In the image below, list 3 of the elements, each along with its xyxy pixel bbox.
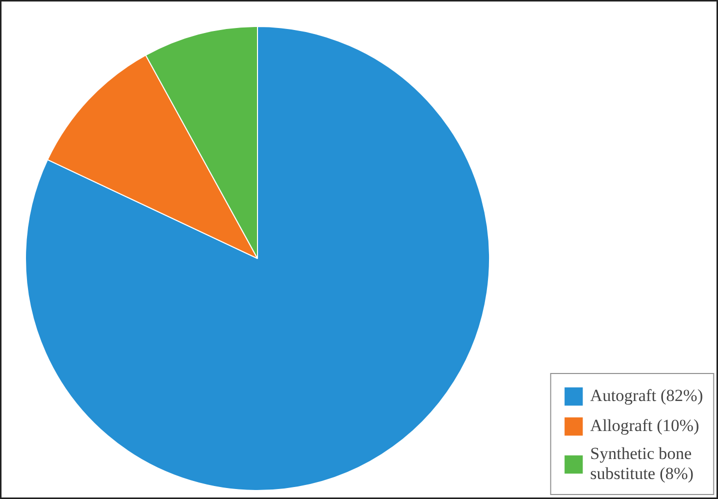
legend-label: Synthetic bone substitute (8%): [590, 444, 694, 484]
legend-label: Autograft (82%): [590, 386, 703, 406]
legend-label: Allograft (10%): [590, 416, 700, 436]
